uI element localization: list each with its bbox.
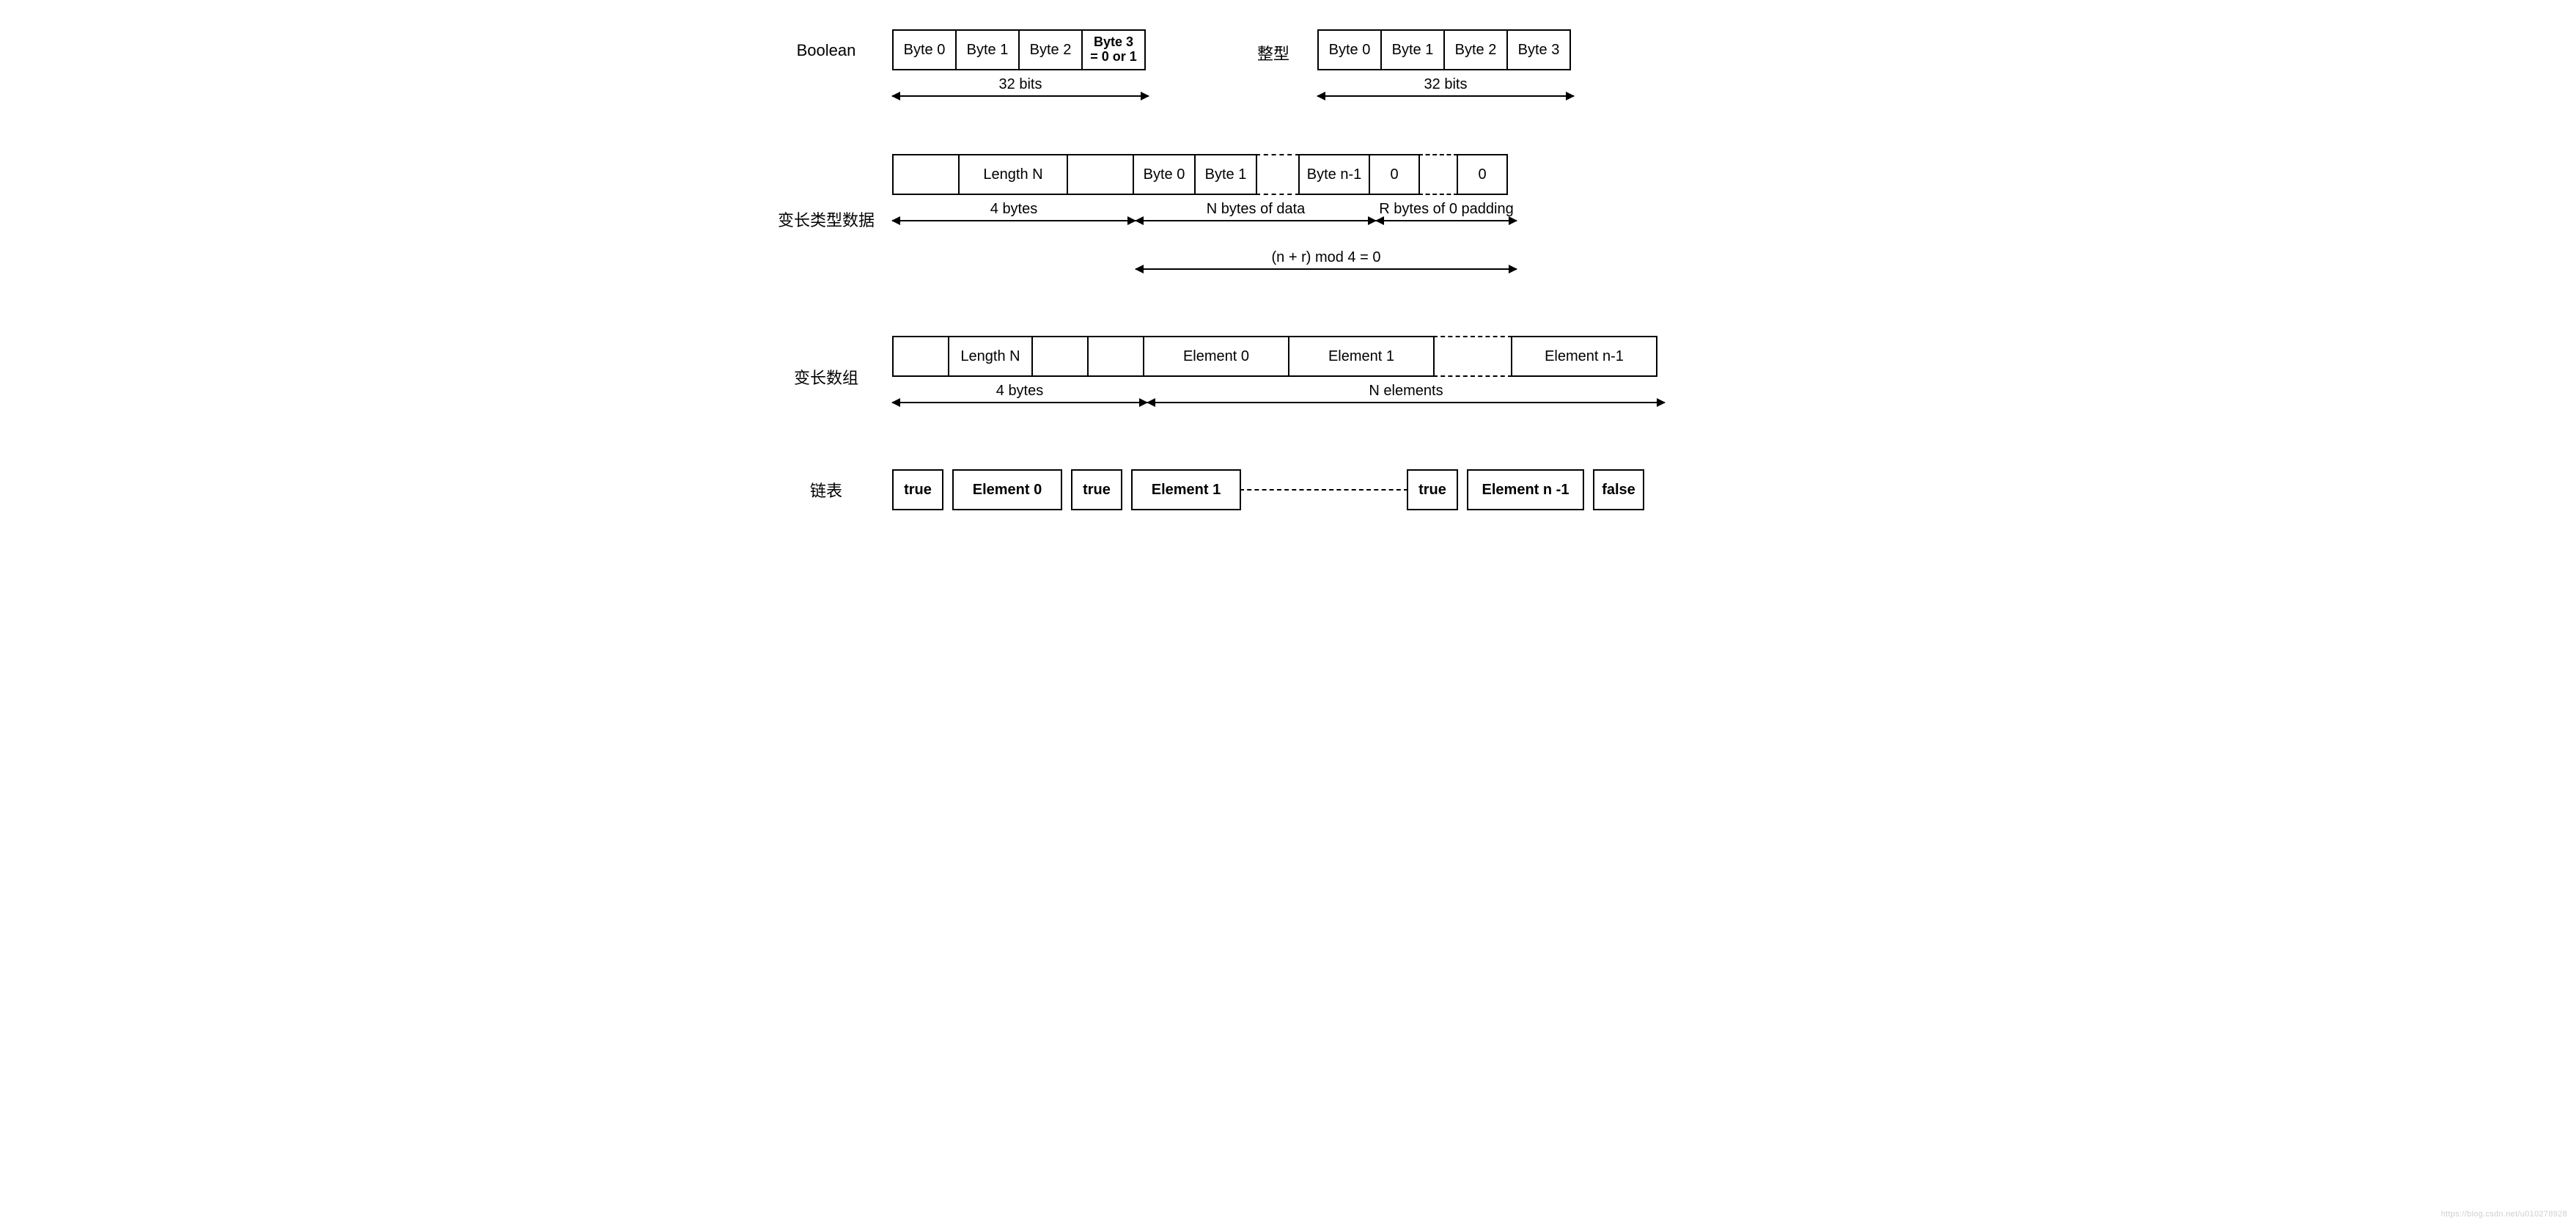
dimension-label: N bytes of data (1207, 201, 1306, 218)
row-varlen-array: 变长数组 Length N Element 0 Element 1 Elemen… (760, 336, 1816, 418)
dimension-label: 4 bytes (996, 383, 1043, 400)
element-cell: Element n -1 (1467, 469, 1584, 510)
element-cell: Element 1 (1288, 336, 1435, 377)
byte-cell: Byte 0 (1133, 154, 1196, 195)
row-varlen-data: 变长类型数据 Length N Byte 0 Byte 1 Byte n-1 0… (760, 154, 1816, 284)
row-linked-list: 链表 true Element 0 true Element 1 true El… (760, 469, 1816, 510)
byte-cell: Byte 3 (1506, 29, 1571, 70)
padding-cell: 0 (1369, 154, 1420, 195)
ellipsis-cell (1418, 154, 1458, 195)
dimension-label: R bytes of 0 padding (1379, 201, 1513, 218)
byte-cell (892, 336, 949, 377)
dimension-label: 32 bits (999, 76, 1042, 93)
byte-cell: Byte 2 (1443, 29, 1508, 70)
element-cell: Element n-1 (1511, 336, 1657, 377)
integer-label: 整型 (1229, 29, 1317, 65)
element-cell: Element 1 (1131, 469, 1241, 510)
dimension-label: N elements (1369, 383, 1443, 400)
varlen-data-cells: Length N Byte 0 Byte 1 Byte n-1 0 0 (892, 154, 1816, 195)
byte-cell: Byte 1 (1380, 29, 1445, 70)
linked-list-label: 链表 (760, 478, 892, 502)
padding-cell: 0 (1457, 154, 1508, 195)
boolean-label: Boolean (760, 29, 892, 60)
ellipsis-cell (1240, 489, 1408, 491)
byte-cell: Byte 3 = 0 or 1 (1081, 29, 1146, 70)
ellipsis-cell (1433, 336, 1512, 377)
byte-cell: Byte 2 (1018, 29, 1083, 70)
length-cell: Length N (958, 154, 1068, 195)
row-boolean-integer: Boolean Byte 0 Byte 1 Byte 2 Byte 3 = 0 … (760, 29, 1816, 103)
length-cell: Length N (948, 336, 1033, 377)
linked-list-cells: true Element 0 true Element 1 true Eleme… (892, 469, 1816, 510)
byte-cell (1031, 336, 1089, 377)
bool-cell: true (1407, 469, 1458, 510)
byte-cell: Byte n-1 (1298, 154, 1370, 195)
byte-cell (1087, 336, 1144, 377)
boolean-cells: Byte 0 Byte 1 Byte 2 Byte 3 = 0 or 1 (892, 29, 1156, 70)
ellipsis-cell (1256, 154, 1300, 195)
dimension-label: 32 bits (1424, 76, 1468, 93)
bool-cell: true (892, 469, 943, 510)
bool-cell: false (1593, 469, 1644, 510)
element-cell: Element 0 (952, 469, 1062, 510)
xdr-encoding-diagram: Boolean Byte 0 Byte 1 Byte 2 Byte 3 = 0 … (760, 29, 1816, 510)
varlen-array-cells: Length N Element 0 Element 1 Element n-1 (892, 336, 1816, 377)
bool-cell: true (1071, 469, 1122, 510)
watermark: https://blog.csdn.net/u010278928 (2441, 1210, 2567, 1219)
varlen-data-label: 变长类型数据 (760, 207, 892, 231)
integer-cells: Byte 0 Byte 1 Byte 2 Byte 3 (1317, 29, 1581, 70)
varlen-array-label: 变长数组 (760, 365, 892, 389)
dimension-label: (n + r) mod 4 = 0 (1272, 249, 1381, 266)
byte-cell: Byte 1 (955, 29, 1020, 70)
byte-cell: Byte 1 (1194, 154, 1257, 195)
byte-cell: Byte 0 (892, 29, 957, 70)
element-cell: Element 0 (1143, 336, 1289, 377)
dimension-label: 4 bytes (990, 201, 1037, 218)
byte-cell: Byte 0 (1317, 29, 1382, 70)
byte-cell (892, 154, 960, 195)
byte-cell (1067, 154, 1134, 195)
